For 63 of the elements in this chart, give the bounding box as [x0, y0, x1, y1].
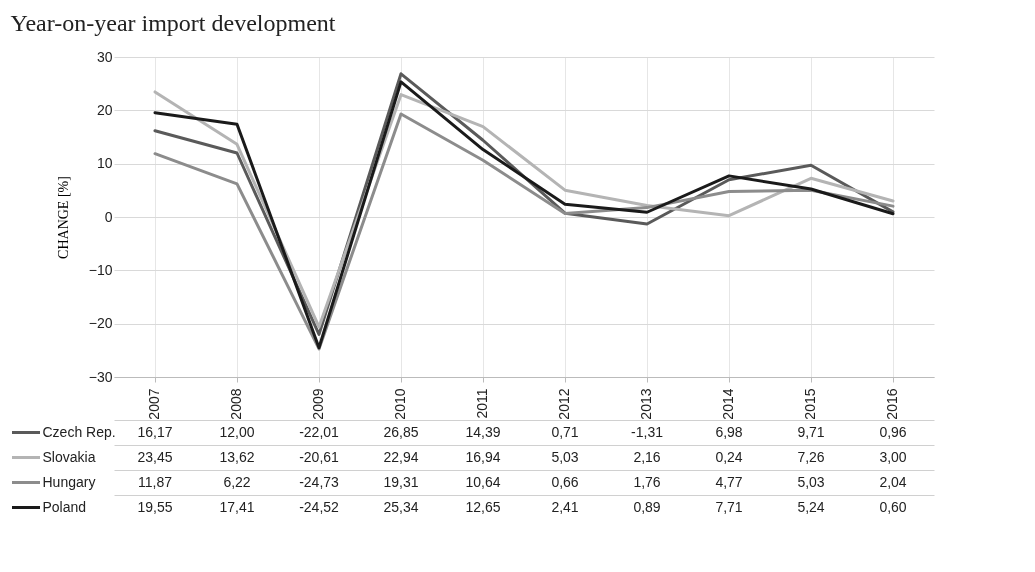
- y-tick-label: 30: [96, 48, 113, 65]
- data-label: -24,52: [299, 498, 340, 515]
- data-label: 17,41: [219, 498, 255, 515]
- data-label: 12,65: [465, 498, 501, 515]
- data-label: 9,71: [797, 423, 825, 440]
- data-label: 6,98: [715, 423, 743, 440]
- data-label: 4,77: [715, 473, 743, 490]
- y-tick-label: 0: [104, 208, 113, 225]
- y-tick-label: −30: [88, 368, 113, 385]
- x-tick-label: 2015: [802, 388, 818, 420]
- x-tick-label: 2016: [884, 388, 900, 420]
- data-label: 0,66: [551, 473, 579, 490]
- data-label: 5,03: [797, 473, 825, 490]
- data-label: -1,31: [631, 423, 664, 440]
- data-label: 0,96: [879, 423, 907, 440]
- y-tick-label: 10: [96, 155, 113, 172]
- data-label: 26,85: [383, 423, 419, 440]
- data-label: 19,31: [383, 473, 419, 490]
- y-axis-title: CHANGE [%]: [55, 176, 71, 259]
- data-label: 5,24: [797, 498, 825, 515]
- data-label: 13,62: [219, 448, 255, 465]
- x-tick-label: 2009: [310, 388, 326, 420]
- data-label: 25,34: [383, 498, 419, 515]
- data-label: 3,00: [879, 448, 907, 465]
- data-label: 16,94: [465, 448, 501, 465]
- data-label: 6,22: [223, 473, 251, 490]
- data-label: 12,00: [219, 423, 255, 440]
- data-label: 5,03: [551, 448, 579, 465]
- legend-label: Czech Rep.: [42, 423, 116, 440]
- legend-label: Poland: [42, 498, 87, 515]
- chart-title: Year-on-year import development: [10, 10, 336, 36]
- x-tick-label: 2007: [146, 388, 162, 420]
- data-label: 22,94: [383, 448, 419, 465]
- data-label: 19,55: [137, 498, 173, 515]
- x-tick-label: 2012: [556, 388, 572, 420]
- data-label: 0,71: [551, 423, 579, 440]
- x-tick-label: 2013: [638, 388, 654, 420]
- data-label: -22,01: [299, 423, 340, 440]
- legend-label: Hungary: [42, 473, 96, 490]
- x-tick-label: 2014: [720, 388, 736, 420]
- y-tick-label: −20: [88, 315, 113, 332]
- data-label: 1,76: [633, 473, 661, 490]
- x-tick-label: 2011: [474, 388, 490, 419]
- data-label: 2,04: [879, 473, 907, 490]
- data-label: 23,45: [137, 448, 173, 465]
- data-label: 10,64: [465, 473, 501, 490]
- data-label: 0,89: [633, 498, 661, 515]
- y-tick-label: 20: [96, 101, 113, 118]
- x-tick-label: 2010: [392, 388, 408, 420]
- x-tick-label: 2008: [228, 388, 244, 420]
- data-label: 0,60: [879, 498, 907, 515]
- data-label: 0,24: [715, 448, 743, 465]
- data-label: 7,26: [797, 448, 825, 465]
- data-label: 14,39: [465, 423, 501, 440]
- data-label: -20,61: [299, 448, 340, 465]
- data-label: -24,73: [299, 473, 340, 490]
- data-label: 11,87: [138, 473, 173, 490]
- y-tick-label: −10: [88, 261, 113, 278]
- legend-label: Slovakia: [42, 448, 96, 465]
- data-label: 2,41: [551, 498, 579, 515]
- data-label: 2,16: [633, 448, 661, 465]
- data-label: 7,71: [715, 498, 743, 515]
- data-label: 16,17: [137, 423, 173, 440]
